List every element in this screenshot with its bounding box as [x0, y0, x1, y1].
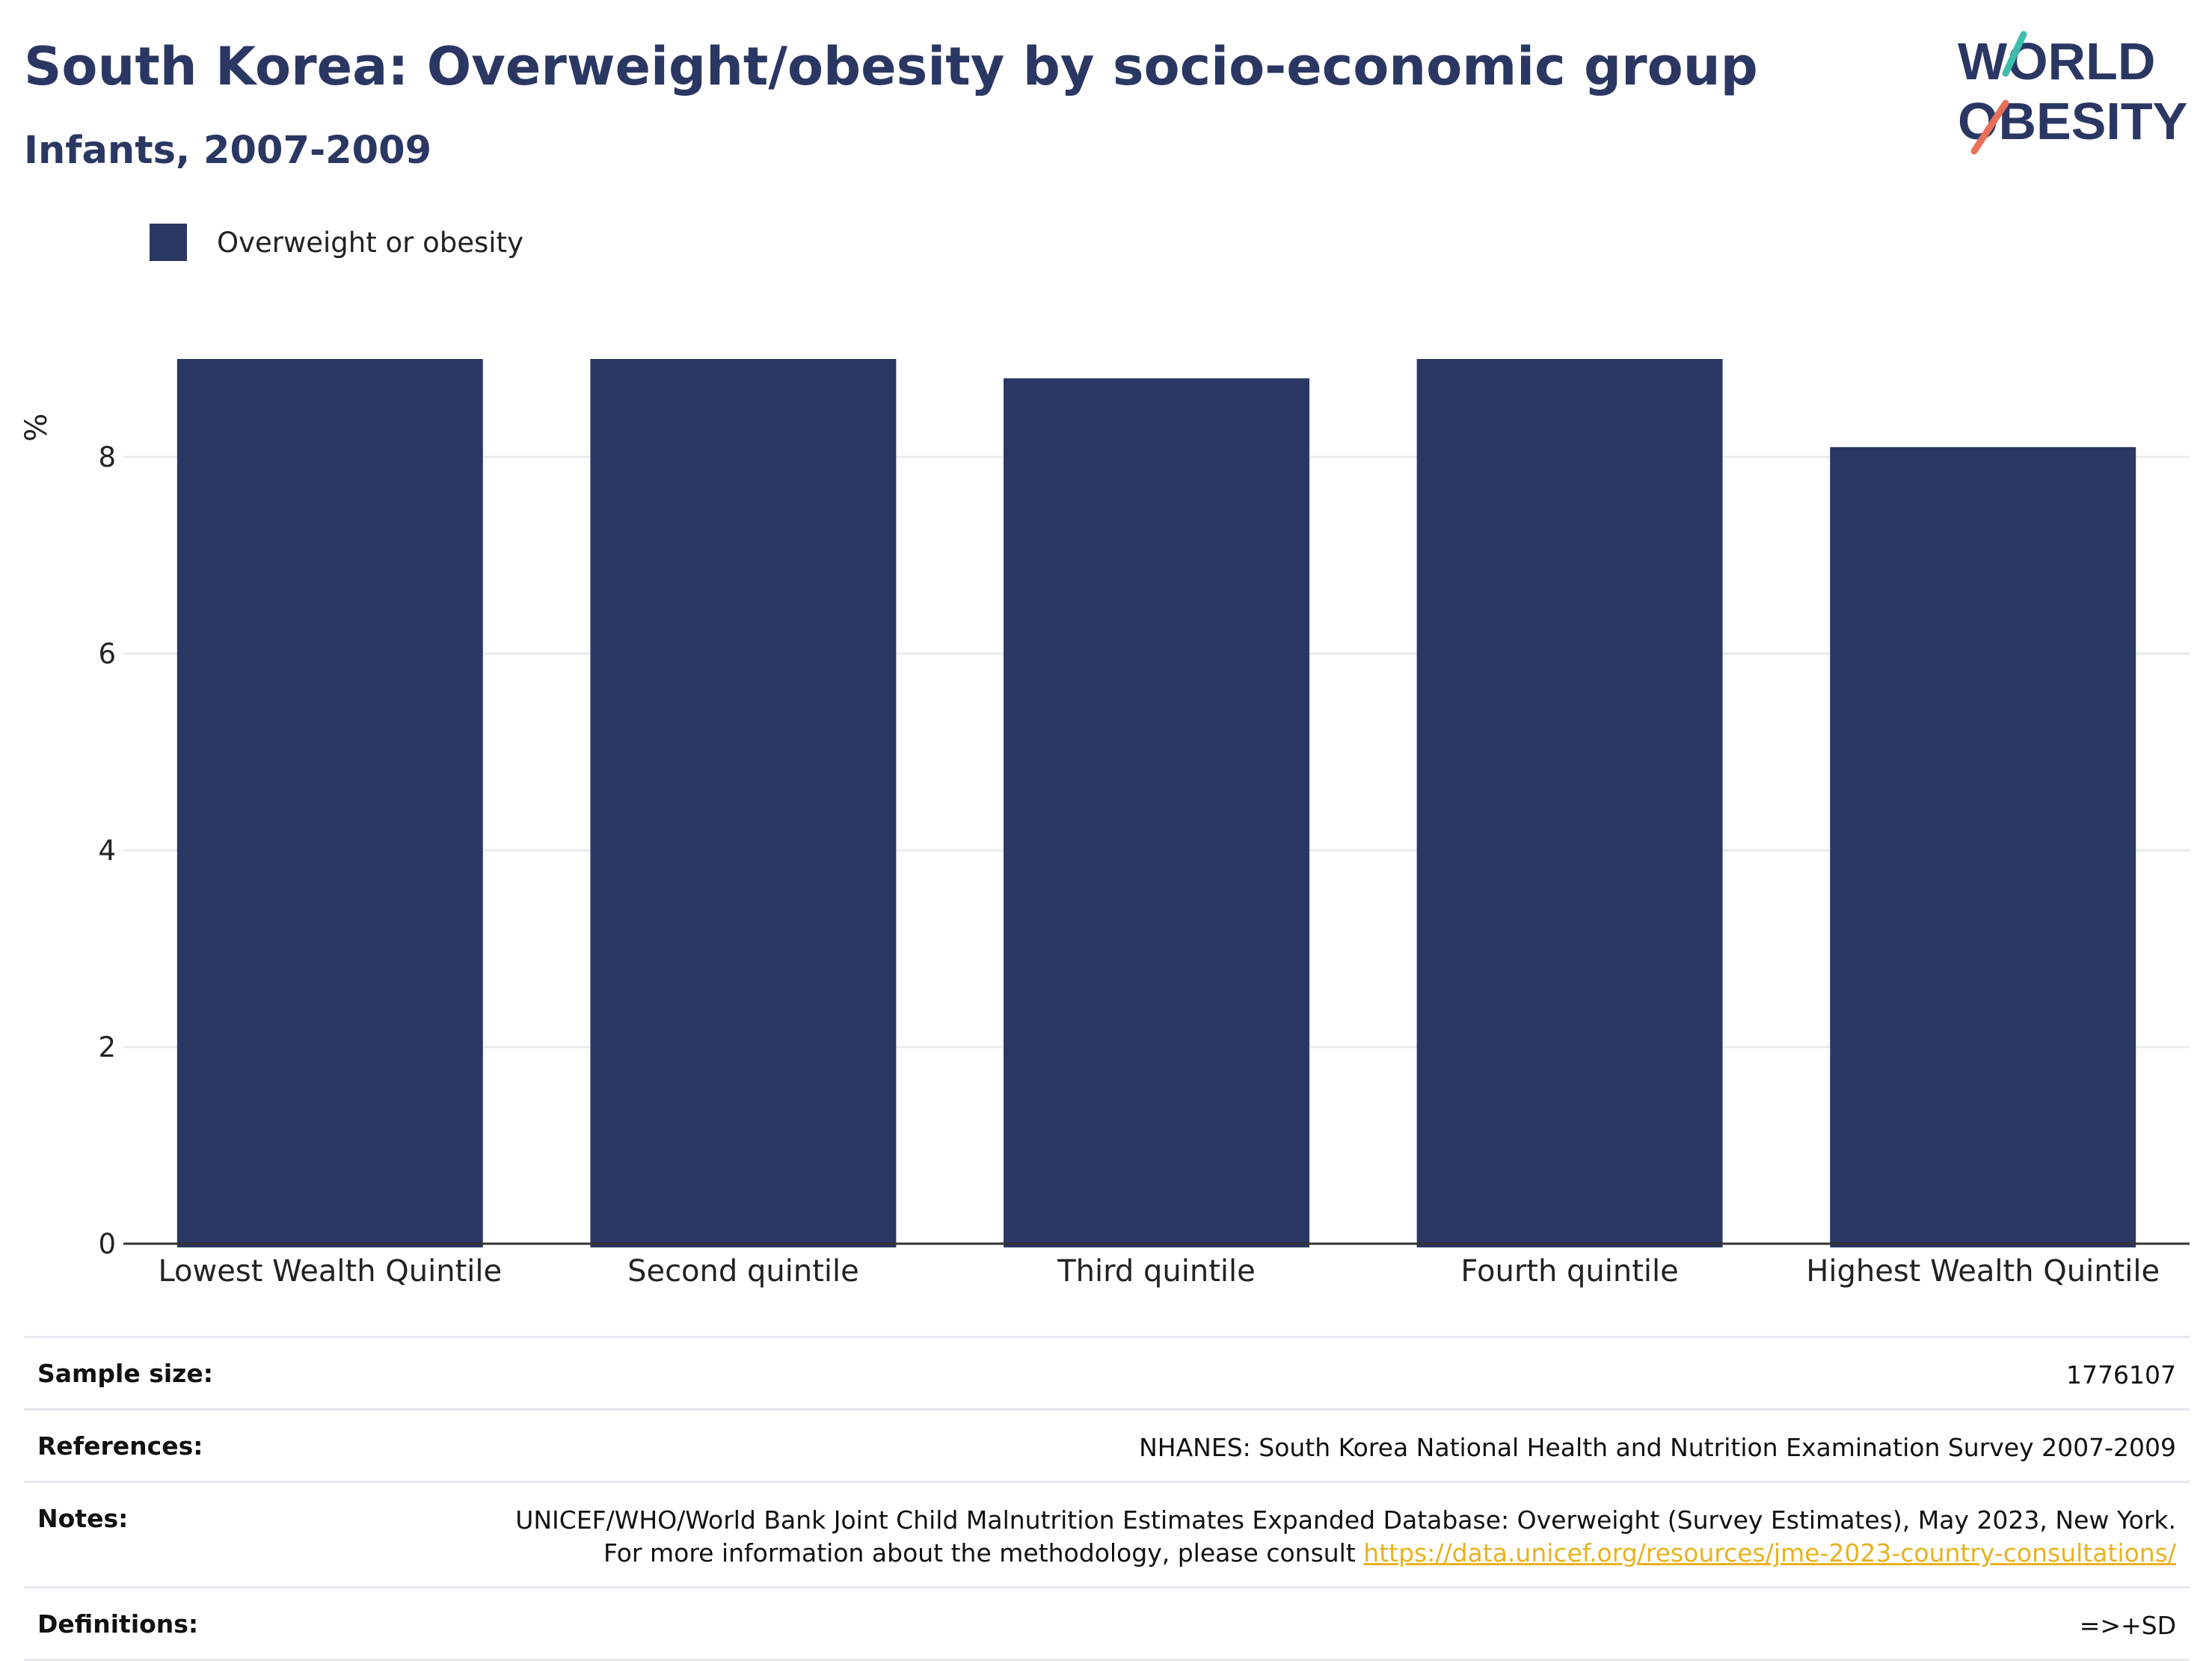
legend-label: Overweight or obesity — [217, 226, 523, 259]
logo-line1: WORLD — [1958, 32, 2155, 90]
definitions-label: Definitions: — [37, 1609, 199, 1639]
notes-label: Notes: — [37, 1504, 129, 1533]
sample-size-label: Sample size: — [37, 1359, 213, 1388]
references-value: NHANES: South Korea National Health and … — [1139, 1433, 2176, 1462]
info-row-definitions: Definitions: =>+SD — [24, 1586, 2190, 1661]
y-axis-label: % — [19, 414, 54, 442]
references-label: References: — [37, 1431, 203, 1461]
x-tick-label: Lowest Wealth Quintile — [158, 1254, 502, 1289]
bar — [176, 359, 483, 1247]
y-tick-label: 6 — [98, 638, 116, 670]
logo-coral-slash — [1970, 99, 2009, 155]
y-tick-label: 8 — [98, 441, 116, 473]
info-table: Sample size: 1776107 References: NHANES:… — [24, 1336, 2190, 1661]
notes-value: UNICEF/WHO/World Bank Joint Child Malnut… — [501, 1504, 2176, 1570]
chart-subtitle: Infants, 2007-2009 — [24, 129, 432, 173]
x-tick-label: Second quintile — [627, 1254, 859, 1289]
y-tick-label: 0 — [98, 1228, 116, 1260]
y-tick-label: 4 — [98, 835, 116, 867]
x-tick-label: Fourth quintile — [1460, 1254, 1678, 1289]
chart-title: South Korea: Overweight/obesity by socio… — [24, 36, 1758, 97]
bar — [1416, 359, 1723, 1247]
info-row-references: References: NHANES: South Korea National… — [24, 1408, 2190, 1481]
notes-link[interactable]: https://data.unicef.org/resources/jme-20… — [1363, 1538, 2176, 1568]
notes-text: UNICEF/WHO/World Bank Joint Child Malnut… — [515, 1505, 2176, 1568]
bar — [1004, 378, 1309, 1247]
bar-chart: 0246810121416%Lowest Wealth QuintileSeco… — [19, 359, 2190, 1289]
bar — [1830, 446, 2136, 1247]
legend-swatch — [150, 224, 187, 261]
x-tick-label: Third quintile — [1057, 1254, 1255, 1289]
sample-size-value: 1776107 — [2066, 1360, 2176, 1390]
legend[interactable]: Overweight or obesity — [150, 221, 523, 263]
y-tick-label: 2 — [98, 1031, 116, 1063]
bar — [590, 359, 897, 1248]
info-row-sample-size: Sample size: 1776107 — [24, 1336, 2190, 1408]
x-tick-label: Highest Wealth Quintile — [1806, 1254, 2160, 1289]
definitions-value: =>+SD — [2079, 1611, 2176, 1640]
world-obesity-logo: WORLD OBESITY — [1958, 31, 2187, 155]
info-row-notes: Notes: UNICEF/WHO/World Bank Joint Child… — [24, 1481, 2190, 1586]
logo-teal-slash — [2002, 31, 2027, 77]
